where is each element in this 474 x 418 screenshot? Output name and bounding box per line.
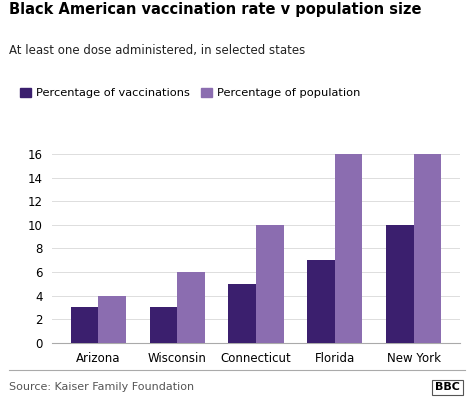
Bar <box>307 260 335 343</box>
Text: BBC: BBC <box>435 382 460 393</box>
Legend: Percentage of vaccinations, Percentage of population: Percentage of vaccinations, Percentage o… <box>15 83 365 103</box>
Bar <box>228 284 256 343</box>
Bar <box>149 307 177 343</box>
Bar <box>386 225 414 343</box>
Bar <box>414 154 441 343</box>
Text: Source: Kaiser Family Foundation: Source: Kaiser Family Foundation <box>9 382 195 393</box>
Text: At least one dose administered, in selected states: At least one dose administered, in selec… <box>9 44 306 57</box>
Bar <box>98 296 126 343</box>
Bar <box>256 225 283 343</box>
Bar <box>177 272 205 343</box>
Bar <box>335 154 363 343</box>
Text: Black American vaccination rate v population size: Black American vaccination rate v popula… <box>9 2 422 17</box>
Bar <box>71 307 98 343</box>
